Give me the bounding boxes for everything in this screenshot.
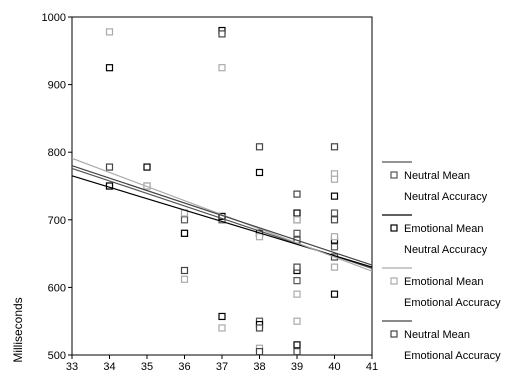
data-point [180,266,189,275]
data-point [218,312,226,321]
data-point [218,30,226,38]
data-point [180,229,189,237]
x-tick-label: 41 [366,361,378,373]
legend-label: Neutral Mean [404,329,470,341]
y-tick-label: 900 [48,80,66,92]
legend-marker [390,277,398,285]
data-point [330,143,339,151]
data-point [105,163,114,171]
legend-label: Emotional Mean [404,223,484,235]
data-point [180,216,189,224]
x-tick-label: 36 [178,361,190,373]
data-point [255,233,264,241]
legend-label: Emotional Accuracy [404,350,501,362]
data-point [293,216,301,224]
x-tick-label: 33 [66,361,78,373]
legend-label: Neutral Mean [404,170,470,182]
y-tick-label: 500 [48,350,66,362]
legend-marker [390,171,398,179]
x-tick-label: 37 [216,361,228,373]
x-tick-label: 40 [328,361,340,373]
data-point [180,275,189,283]
data-point [330,209,339,217]
data-point [218,324,226,332]
axes: 33 34 35 36 37 38 39 40 41 500 600 700 800 900 1000 [42,12,379,373]
data-point [293,348,301,356]
legend: Neutral Mean Neutral Accuracy Emotional Me… [382,161,501,362]
x-tick-label: 38 [253,361,265,373]
data-marks [105,26,339,356]
x-tick-label: 35 [141,361,153,373]
data-point [293,317,301,325]
data-point [293,190,301,198]
data-point [255,168,264,177]
data-point [293,341,301,349]
data-point [255,324,264,332]
data-point [330,233,339,241]
y-axis-label: Milliseconds [11,297,25,362]
y-tick-label: 1000 [42,12,66,24]
legend-label: Neutral Accuracy [404,244,488,256]
data-point [218,64,226,72]
data-point [255,143,264,151]
data-point [293,263,301,271]
data-point [330,192,339,200]
legend-marker [390,224,398,232]
y-tick-label: 600 [48,282,66,294]
data-point [293,290,301,298]
data-point [330,243,339,251]
data-point [330,263,339,271]
data-point [330,216,339,224]
fit-lines [71,157,373,272]
data-point [293,229,301,237]
fit-line [71,165,373,266]
fit-line [71,157,373,272]
y-tick-label: 700 [48,215,66,227]
data-point [255,348,264,356]
data-point [105,64,114,72]
y-tick-label: 800 [48,147,66,159]
data-point [143,163,151,171]
fit-line [71,175,373,268]
data-point [293,277,301,285]
data-point [293,209,301,217]
x-tick-label: 39 [291,361,303,373]
legend-marker [390,330,398,338]
legend-label: Neutral Accuracy [404,191,488,203]
data-point [330,290,339,298]
data-point [105,28,114,36]
x-tick-label: 34 [103,361,115,373]
legend-label: Emotional Accuracy [404,297,501,309]
legend-label: Emotional Mean [404,276,484,288]
data-point [330,175,339,183]
